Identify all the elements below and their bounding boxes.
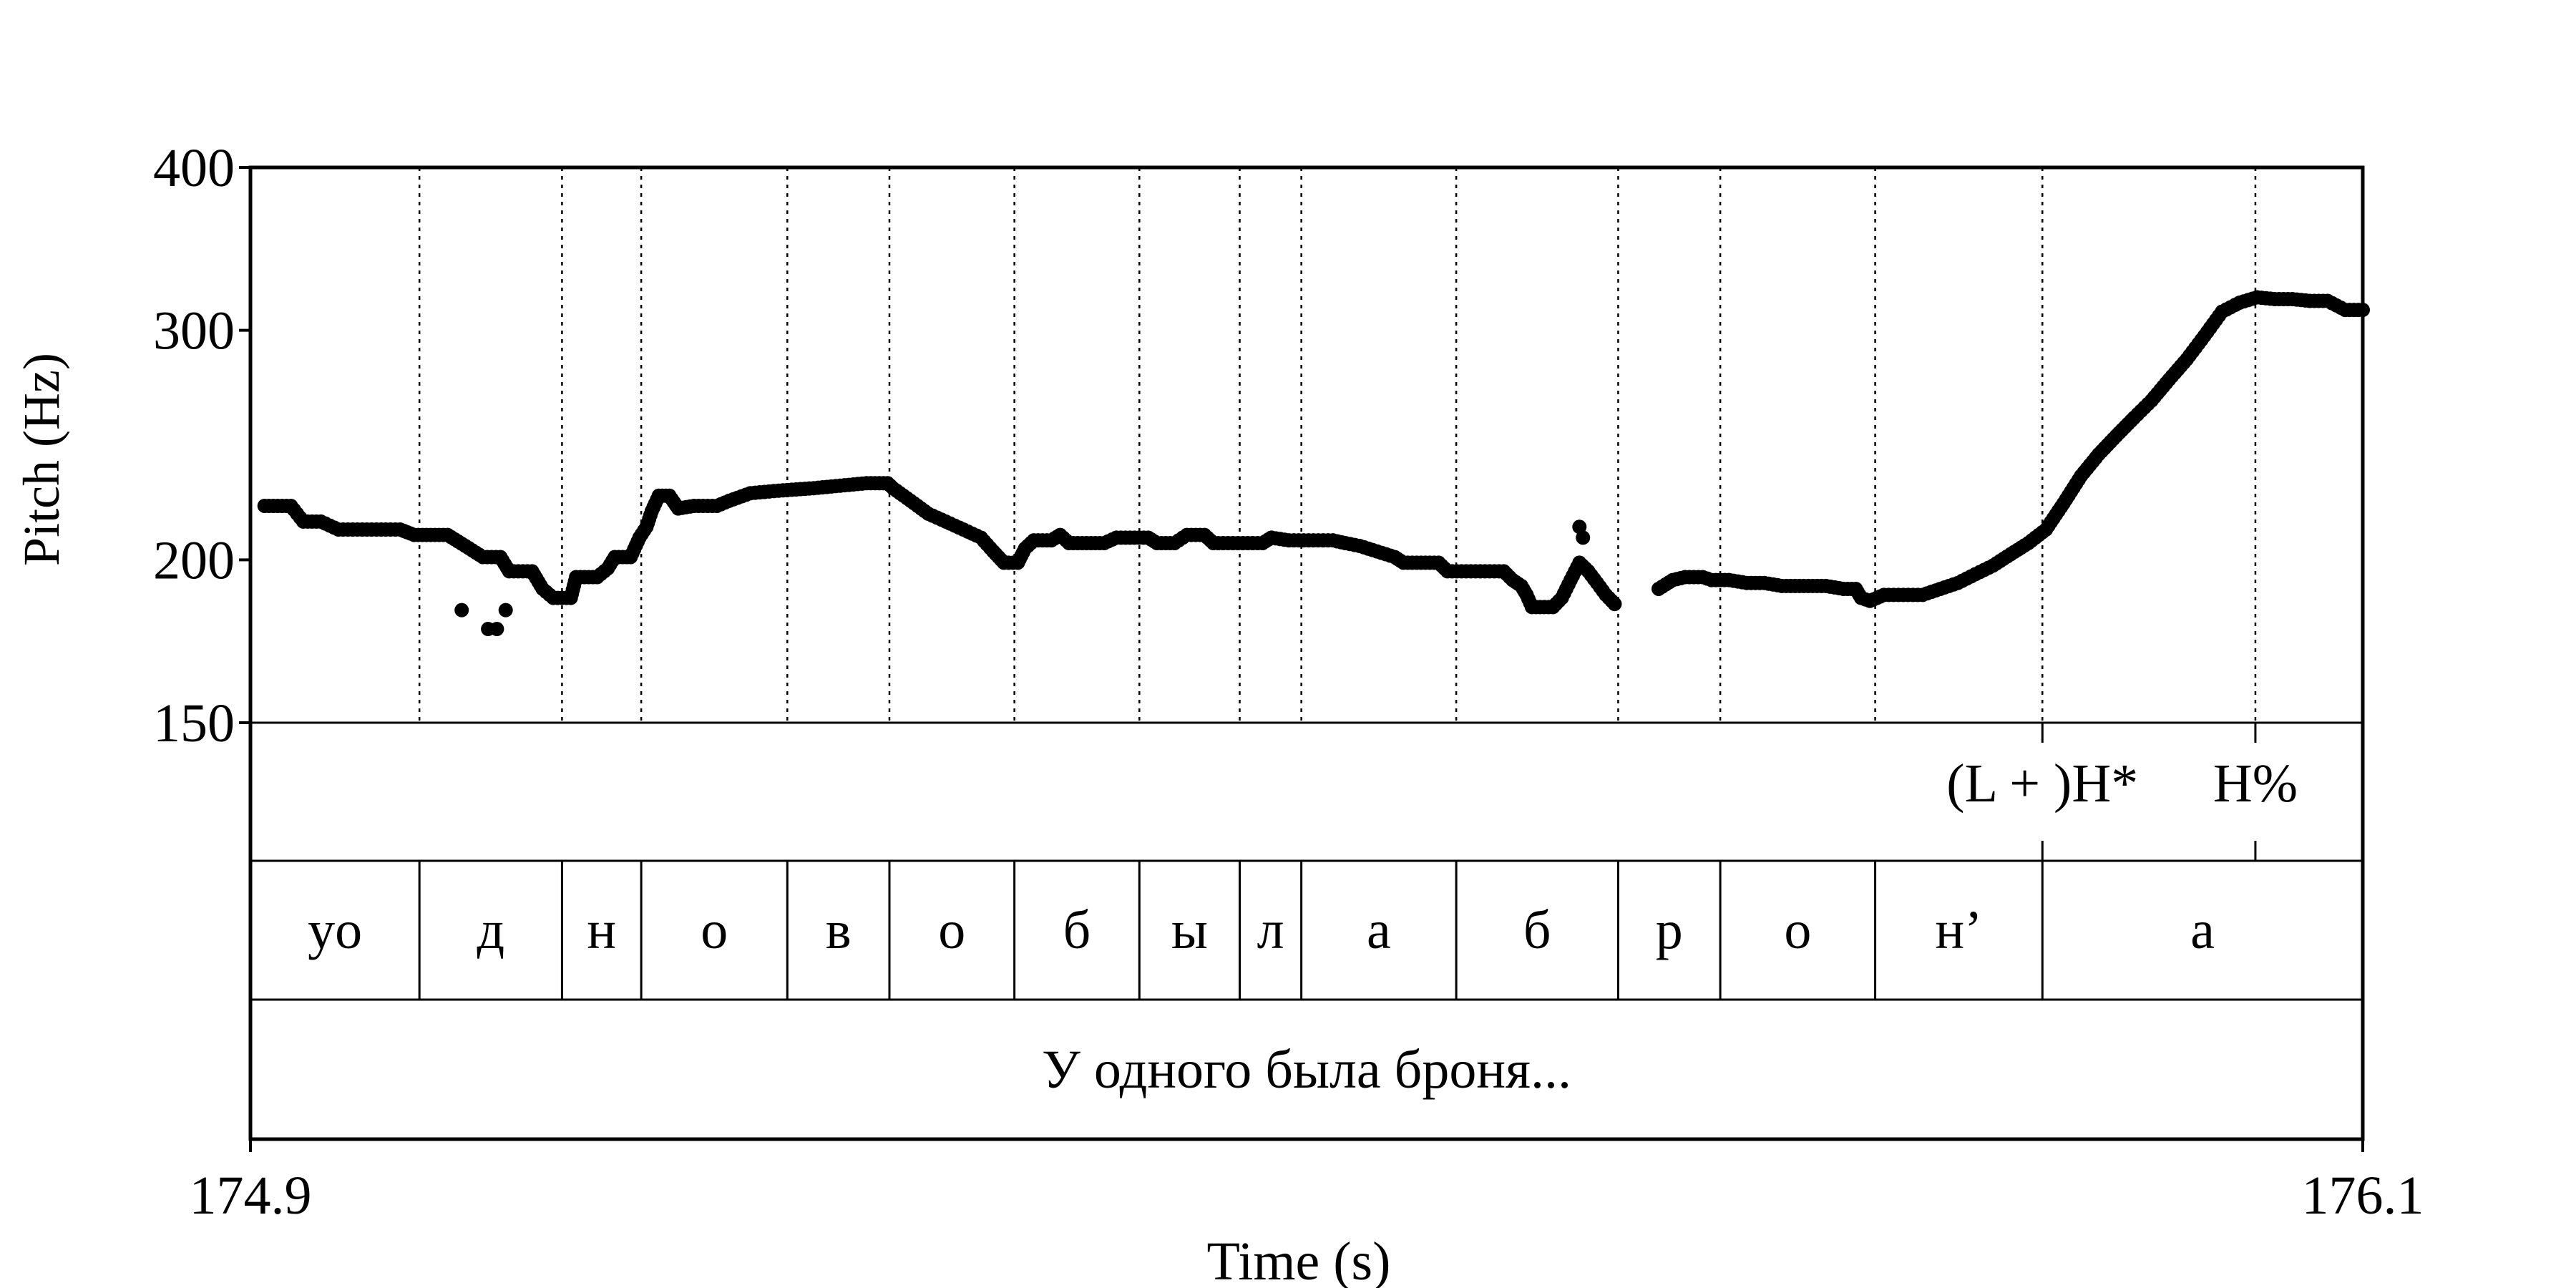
pitch-point [454,602,469,618]
pitch-point [489,622,504,637]
pitch-point [498,602,513,618]
pitch-point [1572,519,1587,535]
sentence-label: У одного была броня... [1042,1040,1571,1100]
segment-label: д [477,900,504,960]
y-axis-label: Pitch (Hz) [13,353,70,566]
axes: Pitch (Hz) Time (s) 400 300 200 150 174.9 176… [13,138,2424,1288]
segment-label: о [701,900,728,960]
y-tick-label: 300 [153,301,235,361]
x-tick-label: 174.9 [190,1166,312,1226]
segment-label: б [1063,900,1091,960]
pitch-plot-area [257,167,2370,723]
sentence-tier: У одного была броня... [1042,1040,1571,1100]
tone-label: (L + )H* [1946,753,2138,814]
x-axis-label: Time (s) [1207,1231,1391,1288]
y-tick-label: 200 [153,530,235,590]
segment-label: yo [308,900,362,960]
segment-label: о [1784,900,1811,960]
tone-label: H% [2213,753,2298,814]
segment-label: н [587,900,616,960]
segment-label: л [1257,900,1284,960]
pitch-point [1607,597,1622,612]
segment-label: б [1523,900,1551,960]
segments-tier: yo д н о в о б ы л а б р о н’ а [308,861,2215,1000]
segment-label: а [1367,900,1391,960]
segment-label: н’ [1935,900,1982,960]
y-tick-label: 150 [153,693,235,753]
segment-label: а [2190,900,2215,960]
figure-frame [248,165,2365,1141]
segment-label: ы [1171,900,1208,960]
segment-label: в [826,900,852,960]
pitch-point [1576,530,1591,545]
y-tick-label: 400 [153,138,235,198]
segment-label: р [1656,900,1683,960]
segment-label: о [938,900,965,960]
x-tick-label: 176.1 [2302,1166,2424,1226]
tones-tier: (L + )H* H% [1946,723,2298,861]
